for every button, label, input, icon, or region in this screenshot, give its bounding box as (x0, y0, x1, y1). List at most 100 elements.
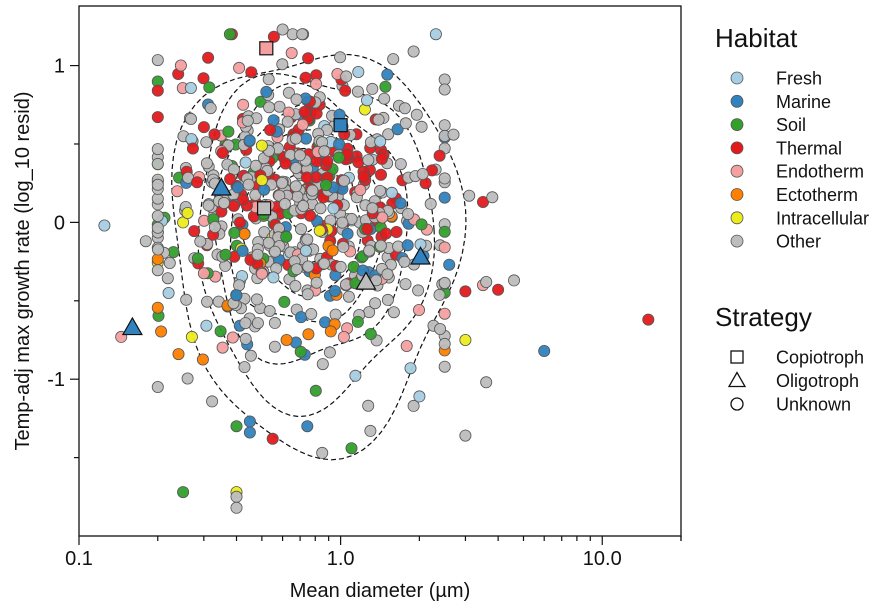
point-other (276, 58, 289, 71)
point-other (351, 85, 364, 98)
point-thermal (299, 71, 312, 84)
point-fresh (184, 82, 197, 95)
legend-label-ectotherm: Ectotherm (776, 185, 858, 205)
point-thermal (208, 128, 221, 141)
oligotroph-point (355, 271, 377, 290)
point-other (151, 380, 164, 393)
point-ectotherm (326, 244, 339, 257)
point-other (206, 395, 219, 408)
point-thermal (279, 157, 292, 170)
point-ectotherm (155, 325, 168, 338)
point-other (438, 276, 451, 289)
x-axis-label: Mean diameter (µm) (290, 580, 470, 602)
point-soil (309, 384, 322, 397)
point-fresh (200, 319, 213, 332)
point-other (180, 293, 193, 306)
point-other (369, 297, 382, 310)
point-other (268, 340, 281, 353)
point-fresh (360, 94, 373, 107)
point-other (289, 279, 302, 292)
point-soil (278, 295, 291, 308)
point-ectotherm (151, 301, 164, 314)
point-other (407, 399, 420, 412)
point-other (438, 337, 451, 350)
point-other (151, 178, 164, 191)
point-other (200, 136, 213, 149)
point-thermal (236, 193, 249, 206)
oligotroph-point (210, 177, 232, 196)
point-other (217, 196, 230, 209)
point-other (438, 119, 451, 132)
oligotroph-point (409, 246, 432, 265)
point-marine (538, 344, 551, 357)
point-other (290, 161, 303, 174)
point-endotherm (438, 241, 451, 254)
point-endotherm (171, 185, 184, 198)
point-thermal (374, 168, 387, 181)
legend-swatch-marine (730, 94, 744, 108)
point-other (399, 278, 412, 291)
point-other (151, 54, 164, 67)
point-other (433, 288, 446, 301)
point-ectotherm (280, 333, 293, 346)
point-other (486, 191, 499, 204)
point-other (184, 113, 197, 126)
point-other (302, 260, 315, 273)
point-thermal (266, 432, 279, 445)
point-other (507, 274, 520, 287)
point-endotherm (438, 307, 451, 320)
strategy-legend: Strategy Copiotroph Oligotroph Unknown (715, 302, 864, 415)
point-marine (438, 191, 451, 204)
point-thermal (379, 227, 392, 240)
point-marine (301, 420, 314, 433)
point-other (463, 189, 476, 202)
data-points (98, 23, 655, 514)
point-other (364, 424, 377, 437)
point-soil (214, 325, 227, 338)
point-other (289, 180, 302, 193)
point-soil (230, 420, 243, 433)
point-other (276, 176, 289, 189)
point-other (336, 216, 349, 229)
point-other (410, 108, 423, 121)
point-other (230, 490, 243, 503)
point-other (434, 322, 447, 335)
point-soil (438, 225, 451, 238)
point-fresh (267, 271, 280, 284)
point-thermal (298, 105, 311, 118)
point-other (318, 257, 331, 270)
point-other (296, 28, 309, 41)
point-soil (222, 125, 235, 138)
point-other (334, 260, 347, 273)
point-other (398, 255, 411, 268)
point-fresh (413, 390, 426, 403)
legend-swatch-intracellular (730, 211, 744, 225)
point-marine (243, 134, 256, 147)
point-other (399, 117, 412, 130)
habitat-legend: Habitat Fresh Marine Soil Thermal Endotherm E… (715, 23, 869, 252)
point-other (362, 154, 375, 167)
point-other (242, 178, 255, 191)
point-other (151, 157, 164, 170)
point-fresh (327, 202, 340, 215)
point-intracellular (255, 174, 268, 187)
point-thermal (304, 209, 317, 222)
point-thermal (151, 84, 164, 97)
point-other (244, 349, 257, 362)
point-marine (230, 289, 243, 302)
point-soil (177, 486, 190, 499)
legend-swatch-ectotherm (730, 188, 744, 201)
point-thermal (224, 172, 237, 185)
point-thermal (188, 225, 201, 238)
point-fresh (299, 244, 312, 257)
y-tick-label: 0 (54, 212, 65, 234)
point-thermal (492, 283, 505, 296)
point-soil (332, 151, 345, 164)
point-other (398, 102, 411, 115)
legend-circle-marker (730, 397, 744, 411)
point-other (262, 73, 275, 86)
x-tick-label: 1.0 (327, 548, 355, 570)
point-fresh (352, 66, 365, 79)
legend-label-other: Other (776, 232, 821, 252)
point-marine (236, 244, 249, 257)
